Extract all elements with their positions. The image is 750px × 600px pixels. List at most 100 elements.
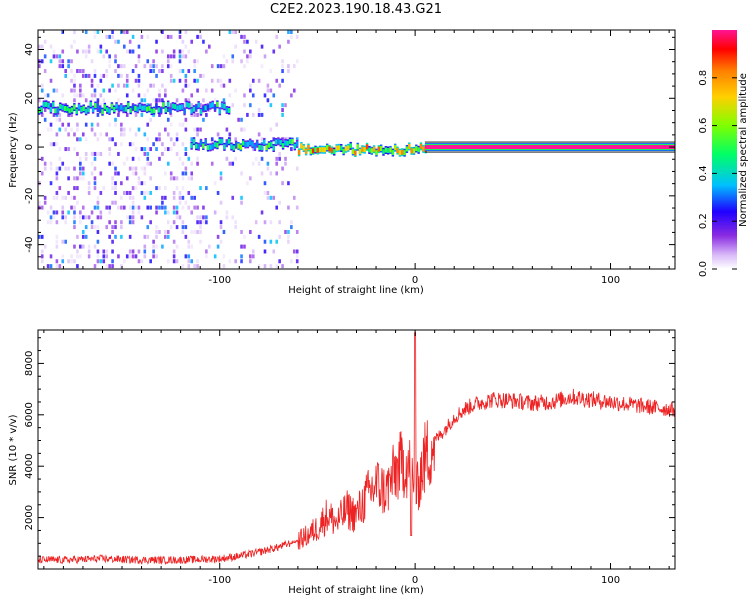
noise-cell — [155, 98, 158, 103]
noise-cell — [128, 142, 132, 147]
noise-cell — [137, 210, 141, 215]
noise-cell — [164, 103, 167, 108]
band-cell — [202, 143, 205, 149]
snr-xlabel: Height of straight line (km) — [288, 585, 424, 596]
noise-cell — [99, 151, 103, 156]
band-cell — [417, 147, 420, 153]
noise-cell — [222, 83, 226, 88]
noise-cell — [131, 156, 135, 161]
noise-cell — [275, 156, 279, 161]
noise-cell — [172, 210, 176, 215]
noise-cell — [73, 215, 76, 220]
noise-cell — [105, 264, 109, 269]
band-cell — [272, 145, 275, 151]
noise-cell — [213, 98, 217, 103]
noise-cell — [143, 190, 147, 195]
noise-cell — [140, 190, 144, 195]
noise-cell — [49, 44, 53, 49]
noise-cell — [246, 39, 249, 44]
noise-cell — [161, 98, 164, 103]
band-cell — [344, 146, 348, 152]
noise-cell — [108, 210, 111, 215]
noise-cell — [73, 166, 76, 171]
noise-cell — [131, 69, 135, 74]
noise-cell — [164, 171, 167, 176]
noise-cell — [140, 166, 144, 171]
band-cell — [328, 146, 331, 152]
noise-cell — [111, 137, 114, 142]
band-cell — [237, 143, 240, 149]
noise-cell — [87, 186, 91, 191]
noise-cell — [79, 244, 82, 249]
band-cell — [188, 102, 191, 108]
noise-cell — [52, 210, 56, 215]
noise-cell — [114, 171, 117, 176]
noise-cell — [275, 264, 279, 269]
noise-cell — [275, 239, 279, 244]
noise-cell — [70, 127, 73, 132]
noise-cell — [70, 88, 73, 93]
noise-cell — [76, 254, 79, 259]
noise-cell — [155, 234, 158, 239]
noise-cell — [269, 239, 273, 244]
noise-cell — [152, 98, 155, 103]
colorbar-tick-label: 0.6 — [698, 118, 709, 134]
noise-cell — [219, 176, 223, 181]
noise-cell — [295, 137, 299, 142]
noise-cell — [96, 229, 100, 234]
noise-cell — [114, 225, 117, 230]
noise-cell — [73, 93, 76, 98]
noise-cell — [99, 78, 103, 83]
band-cell — [195, 143, 198, 149]
noise-cell — [52, 215, 56, 220]
band-cell — [82, 106, 85, 112]
band-cell — [227, 107, 231, 113]
noise-cell — [205, 249, 208, 254]
band-cell — [307, 145, 310, 151]
noise-cell — [146, 190, 150, 195]
noise-cell — [190, 176, 194, 181]
noise-cell — [190, 195, 194, 200]
noise-cell — [137, 44, 141, 49]
noise-cell — [281, 59, 284, 64]
noise-cell — [287, 181, 290, 186]
noise-cell — [166, 210, 170, 215]
band-cell — [89, 102, 92, 108]
x-tick-label: 0 — [412, 575, 418, 586]
band-cell — [77, 104, 81, 110]
noise-cell — [120, 205, 123, 210]
noise-cell — [102, 98, 106, 103]
band-cell — [42, 101, 46, 107]
noise-cell — [210, 78, 214, 83]
noise-cell — [187, 239, 191, 244]
noise-cell — [246, 112, 249, 117]
noise-cell — [199, 220, 202, 225]
noise-cell — [222, 64, 226, 69]
noise-cell — [184, 225, 188, 230]
band-cell — [166, 102, 170, 108]
noise-cell — [152, 59, 155, 64]
noise-cell — [120, 195, 123, 200]
noise-cell — [292, 64, 296, 69]
band-cell — [412, 148, 416, 154]
noise-cell — [146, 137, 150, 142]
noise-cell — [234, 137, 237, 142]
noise-cell — [79, 137, 82, 142]
noise-cell — [295, 249, 299, 254]
noise-cell — [269, 264, 273, 269]
noise-cell — [79, 176, 82, 181]
noise-cell — [76, 49, 79, 54]
noise-cell — [275, 122, 279, 127]
noise-cell — [231, 59, 235, 64]
noise-cell — [231, 195, 235, 200]
noise-cell — [84, 98, 88, 103]
noise-cell — [38, 98, 41, 103]
noise-cell — [58, 117, 62, 122]
noise-cell — [146, 147, 150, 152]
noise-cell — [260, 44, 264, 49]
noise-cell — [111, 200, 114, 205]
noise-cell — [228, 30, 232, 34]
noise-cell — [46, 264, 50, 269]
noise-cell — [96, 122, 100, 127]
noise-cell — [290, 220, 293, 225]
